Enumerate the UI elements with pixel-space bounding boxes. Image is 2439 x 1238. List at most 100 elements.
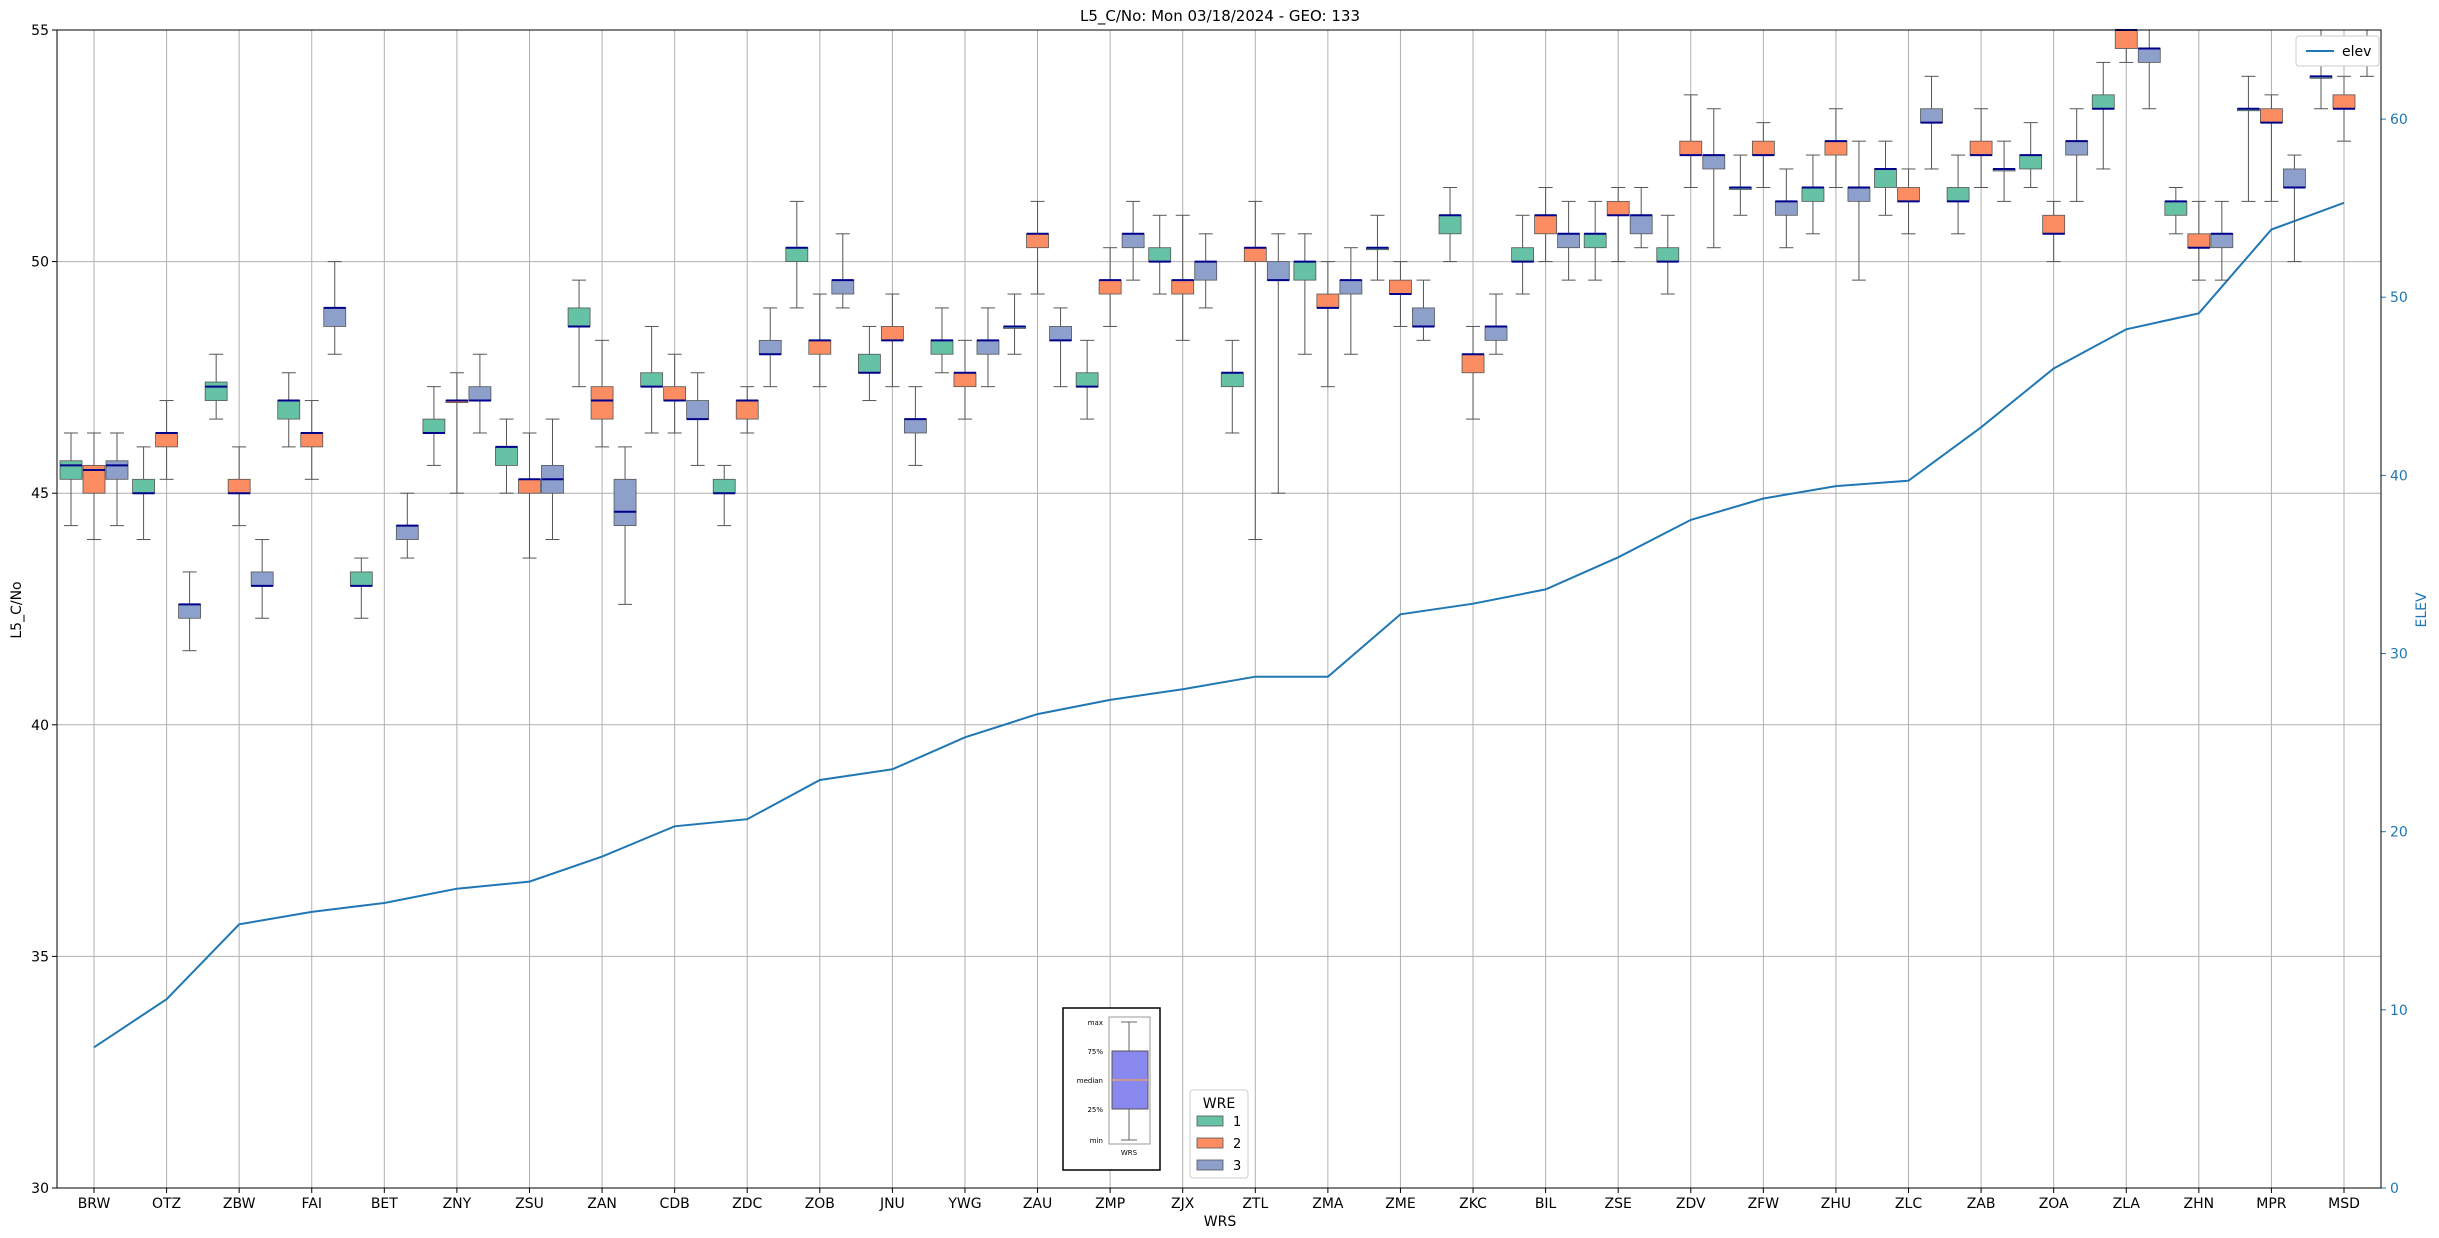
box-zdc-wre1 — [712, 478, 736, 494]
y-tick-label: 55 — [31, 23, 49, 39]
x-tick-label: ZKC — [1459, 1196, 1487, 1212]
wre-legend-label-3: 3 — [1233, 1159, 1241, 1174]
box-zlc-wre2 — [1897, 187, 1920, 202]
box-msd-wre2 — [2332, 94, 2356, 110]
box-bet-wre1 — [349, 571, 373, 587]
box-brw-wre1 — [59, 460, 83, 480]
box-zbw-wre2 — [227, 478, 251, 494]
x-tick-label: ZMA — [1312, 1196, 1344, 1212]
box-jnu-wre1 — [857, 353, 881, 374]
y-tick-label: 40 — [31, 718, 49, 734]
box-zhn-wre3 — [2210, 233, 2234, 249]
box-inset-legend: max 75% median 25% min WRS — [1062, 1007, 1161, 1171]
x-tick-label: OTZ — [152, 1196, 181, 1212]
box-zau-wre3 — [1049, 326, 1072, 341]
x-tick-label: ZNY — [443, 1196, 472, 1212]
box-fai-wre3 — [323, 307, 347, 327]
x-tick-label: ZDV — [1676, 1196, 1706, 1212]
box-zfw-wre3 — [1774, 200, 1798, 216]
chart-title: L5_C/No: Mon 03/18/2024 - GEO: 133 — [1080, 7, 1360, 26]
box-zdv-wre2 — [1679, 140, 1703, 156]
y2-tick-label: 20 — [2390, 825, 2408, 841]
box-zny-wre3 — [468, 386, 492, 401]
inset-label-max: max — [1088, 1019, 1103, 1027]
wre-legend-swatch-2 — [1196, 1137, 1224, 1149]
box-ywg-wre2 — [953, 372, 977, 388]
box-fai-wre1 — [277, 400, 301, 420]
box-zse-wre3 — [1629, 214, 1653, 235]
elev-legend-label: elev — [2342, 44, 2371, 60]
box-zhu-wre3 — [1847, 187, 1871, 202]
x-tick-label: ZDC — [732, 1196, 762, 1212]
box-zob-wre2 — [808, 339, 832, 355]
box-otz-wre2 — [155, 432, 178, 448]
x-axis-label: WRS — [1204, 1214, 1237, 1230]
box-mpr-wre3 — [2283, 168, 2306, 188]
box-zny-wre1 — [422, 418, 446, 434]
box-zma-wre1 — [1293, 261, 1317, 281]
y2-axis-label: ELEV — [2414, 592, 2430, 627]
x-tick-label: ZBW — [223, 1196, 256, 1212]
box-zlc-wre3 — [1920, 108, 1943, 124]
box-otz-wre1 — [132, 478, 155, 494]
box-zab-wre1 — [1946, 187, 1970, 202]
x-tick-label: ZFW — [1748, 1196, 1780, 1212]
wre-legend-swatch-1 — [1196, 1115, 1224, 1127]
box-zla-wre1 — [2091, 94, 2115, 110]
box-zse-wre1 — [1583, 233, 1607, 249]
y2-tick-label: 0 — [2390, 1181, 2399, 1197]
x-tick-label: ZAN — [587, 1196, 617, 1212]
wre-legend-label-2: 2 — [1233, 1137, 1241, 1152]
box-zmp-wre1 — [1075, 372, 1099, 388]
plot-frame — [56, 29, 2382, 1189]
inset-label-75: 75% — [1087, 1048, 1103, 1056]
box-ztl-wre1 — [1220, 372, 1244, 388]
x-tick-label: ZHU — [1821, 1196, 1851, 1212]
box-zsu-wre1 — [495, 446, 518, 466]
box-zkc-wre2 — [1461, 353, 1485, 374]
wre-legend-label-1: 1 — [1233, 1115, 1241, 1130]
box-zoa-wre1 — [2019, 154, 2043, 170]
box-zjx-wre1 — [1148, 247, 1172, 262]
x-tick-label: JNU — [879, 1196, 905, 1212]
box-zla-wre3 — [2137, 48, 2161, 63]
inset-label-25: 25% — [1087, 1106, 1103, 1114]
x-tick-label: CDB — [660, 1196, 690, 1212]
box-zhu-wre2 — [1824, 140, 1848, 156]
x-tick-label: ZAU — [1023, 1196, 1052, 1212]
box-bil-wre1 — [1511, 247, 1535, 262]
x-tick-label: BRW — [78, 1196, 111, 1212]
box-zme-wre3 — [1412, 307, 1435, 327]
x-tick-label: MSD — [2328, 1196, 2360, 1212]
inset-xtick: WRS — [1121, 1149, 1138, 1157]
y2-tick-label: 10 — [2390, 1003, 2408, 1019]
box-zkc-wre3 — [1484, 326, 1508, 341]
box-zob-wre3 — [831, 279, 855, 295]
inset-label-median: median — [1077, 1077, 1103, 1085]
y2-tick-label: 50 — [2390, 290, 2408, 306]
box-zan-wre1 — [567, 307, 591, 327]
box-zma-wre3 — [1339, 279, 1363, 295]
wre-legend: WRE 1 2 3 — [1189, 1089, 1249, 1179]
box-zkc-wre1 — [1438, 214, 1462, 235]
grid-layer — [57, 29, 2381, 1189]
axis-layer: 30 35 40 45 50 55 0 10 20 30 40 50 60 BRW OTZ ZBW FAI BET… — [31, 23, 2408, 1212]
box-brw-wre2 — [82, 465, 106, 494]
box-zsu-wre2 — [518, 478, 541, 494]
box-otz-wre3 — [178, 603, 201, 619]
box-zoa-wre3 — [2065, 140, 2089, 156]
box-zmp-wre2 — [1098, 279, 1122, 295]
x-tick-label: BIL — [1535, 1196, 1557, 1212]
box-zoa-wre2 — [2042, 214, 2066, 235]
inset-label-min: min — [1090, 1137, 1103, 1145]
x-tick-label: ZAB — [1967, 1196, 1996, 1212]
y-tick-label: 45 — [31, 486, 49, 502]
box-jnu-wre2 — [880, 326, 904, 341]
box-bil-wre2 — [1534, 214, 1558, 235]
x-tick-label: ZME — [1385, 1196, 1416, 1212]
box-ztl-wre2 — [1243, 247, 1267, 262]
box-cdb-wre3 — [686, 400, 710, 420]
x-tick-label: YWG — [947, 1196, 981, 1212]
box-jnu-wre3 — [903, 418, 927, 434]
x-tick-label: ZOB — [805, 1196, 835, 1212]
